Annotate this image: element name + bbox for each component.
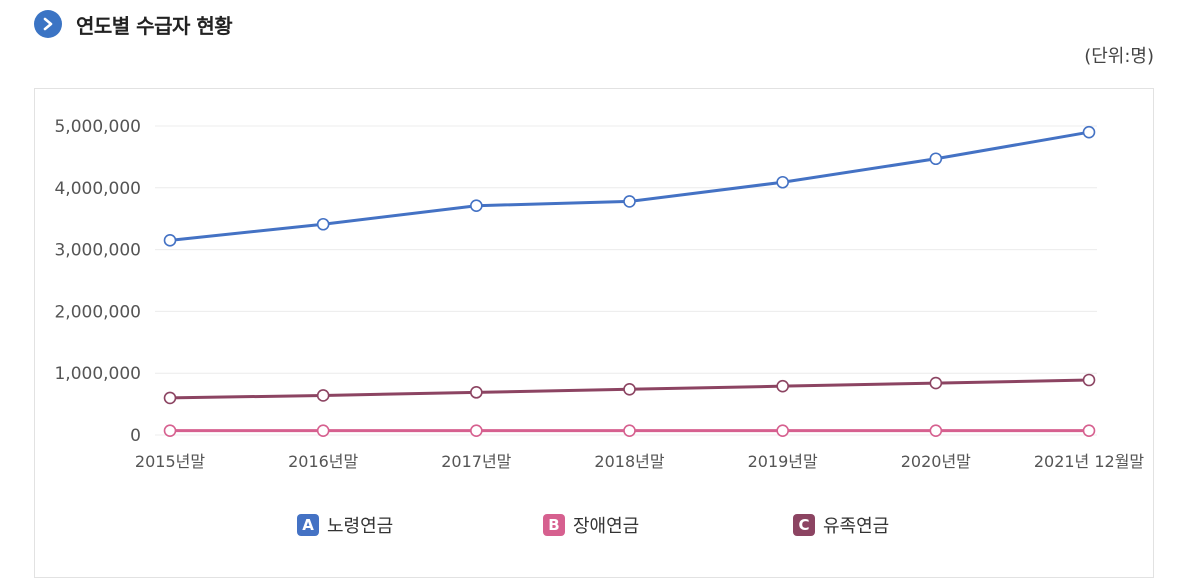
legend-item: B 장애연금 (543, 512, 639, 538)
y-tick-label: 5,000,000 (54, 117, 141, 137)
legend-item: C 유족연금 (793, 512, 889, 538)
data-point (929, 376, 943, 390)
section-header: 연도별 수급자 현황 (34, 8, 233, 40)
data-point (316, 424, 330, 437)
data-point (163, 391, 177, 405)
data-point (776, 379, 789, 393)
legend-badge: B (543, 514, 565, 536)
data-point (470, 424, 483, 437)
x-tick-label: 2019년말 (748, 452, 818, 471)
data-point (776, 175, 789, 189)
x-tick-label: 2015년말 (135, 452, 205, 471)
x-tick-label: 2018년말 (594, 452, 664, 471)
data-point (316, 389, 330, 402)
legend-badge: C (793, 514, 815, 536)
data-point (776, 424, 789, 437)
data-point (623, 195, 636, 208)
chevron-right-icon (34, 10, 62, 38)
data-point (1082, 424, 1096, 437)
x-tick-label: 2016년말 (288, 452, 358, 471)
data-point (929, 424, 943, 437)
data-point (163, 234, 177, 247)
data-point (1082, 125, 1096, 139)
x-tick-label: 2020년말 (901, 452, 971, 471)
legend-label: 장애연금 (573, 516, 640, 537)
legend-badge: A (297, 514, 319, 536)
unit-label: (단위:명) (1084, 46, 1154, 67)
y-tick-label: 2,000,000 (54, 302, 141, 322)
data-point (316, 217, 330, 231)
legend-label: 노령연금 (327, 516, 394, 537)
chart-panel (34, 88, 1154, 578)
data-point (929, 152, 943, 166)
data-point (1082, 373, 1096, 387)
y-tick-label: 1,000,000 (54, 364, 141, 384)
page-title: 연도별 수급자 현황 (76, 13, 233, 38)
x-tick-label: 2021년 12월말 (1034, 452, 1145, 471)
legend-item: A 노령연금 (297, 512, 393, 538)
data-point (470, 386, 483, 399)
series-line (169, 130, 1090, 242)
y-tick-label: 3,000,000 (54, 241, 141, 261)
y-tick-label: 0 (130, 426, 141, 446)
data-point (470, 199, 483, 213)
data-point (623, 382, 636, 396)
x-tick-label: 2017년말 (441, 452, 511, 471)
data-point (623, 424, 636, 437)
legend-label: 유족연금 (823, 516, 890, 537)
y-tick-label: 4,000,000 (54, 179, 141, 199)
data-point (163, 424, 177, 437)
